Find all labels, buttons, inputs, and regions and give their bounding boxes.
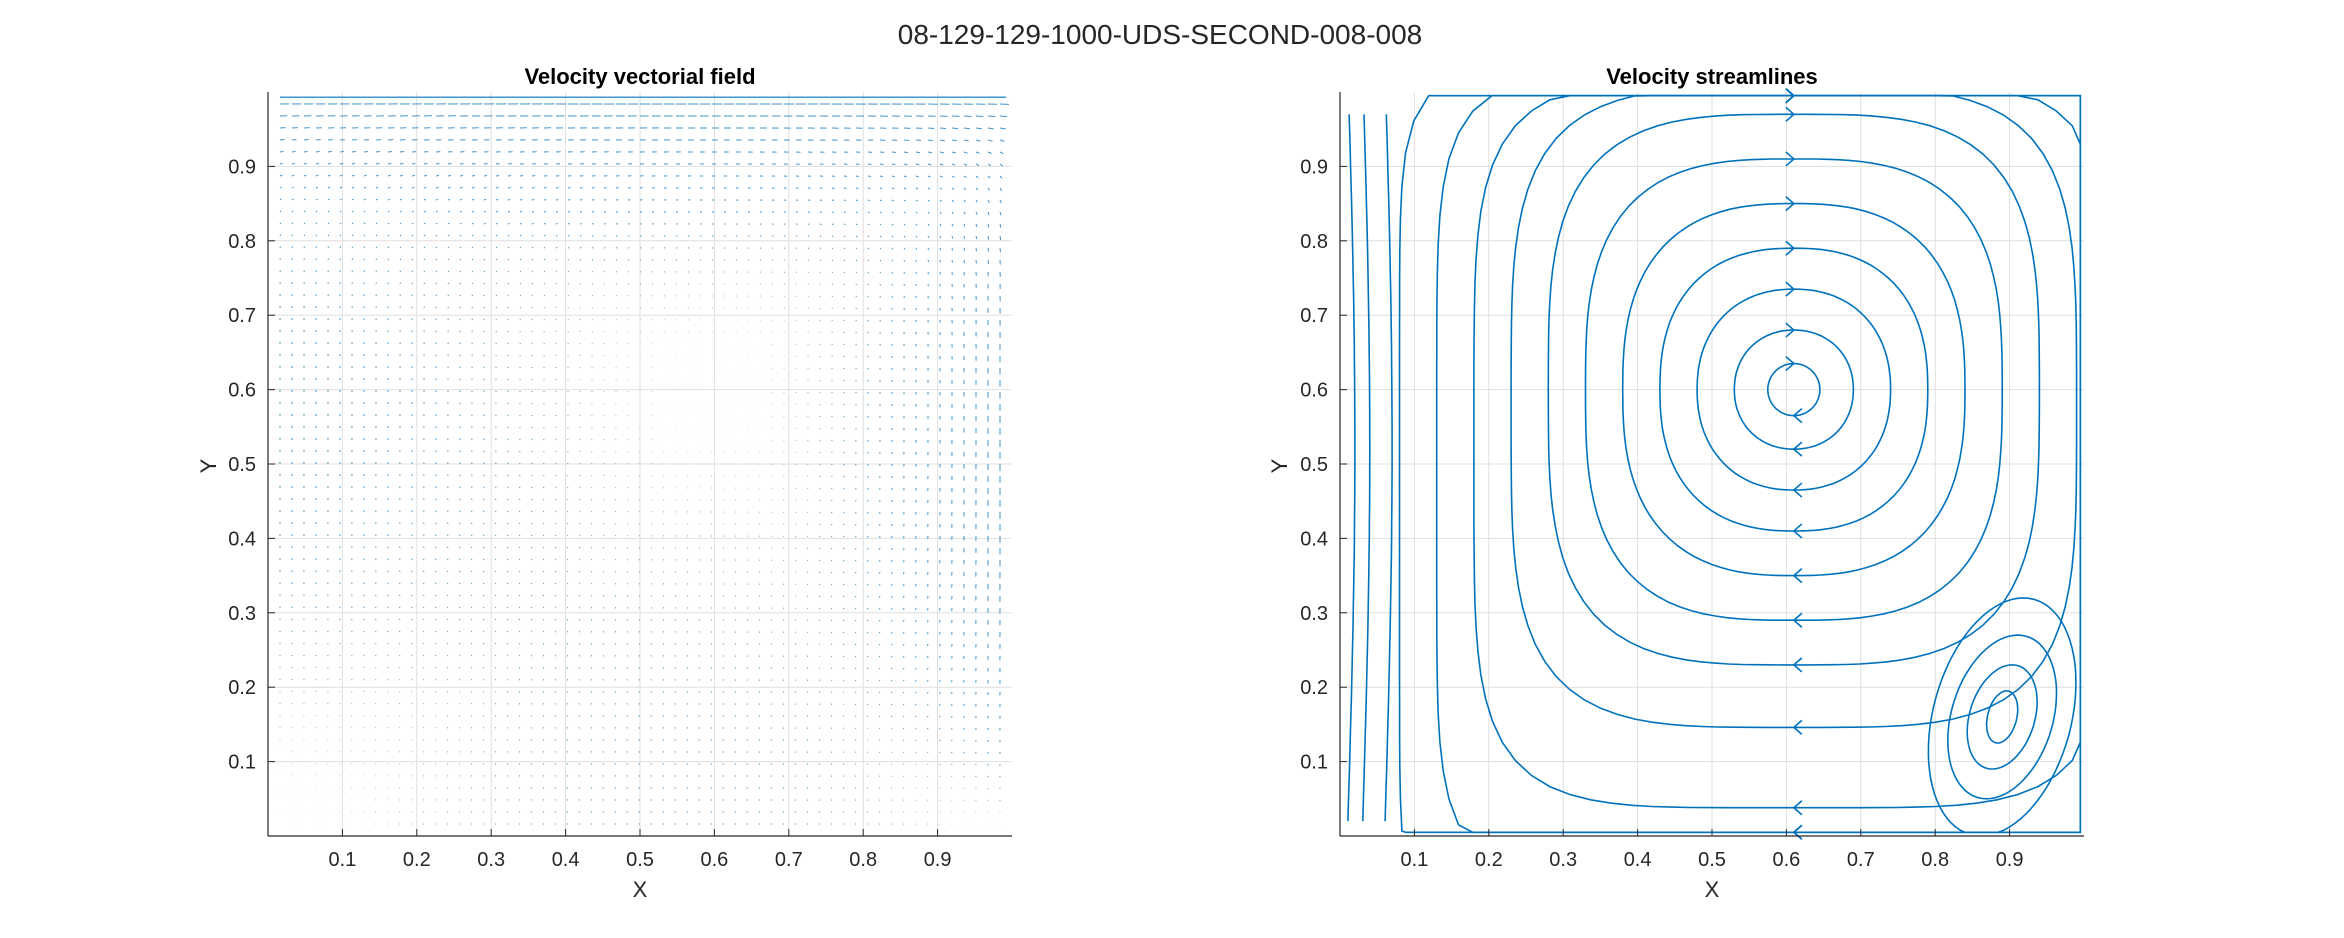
x-tick-label: 0.8 [849, 849, 877, 871]
y-tick-label: 0.5 [228, 454, 256, 476]
streamline-arrow [1785, 106, 1796, 122]
y-tick-label: 0.1 [1300, 752, 1328, 774]
y-tick-label: 0.7 [1300, 305, 1328, 327]
y-tick-label: 0.6 [1300, 380, 1328, 402]
x-tick-label: 0.7 [775, 849, 803, 871]
quiver-y-label: Y [196, 458, 221, 473]
streamline-primary [1547, 113, 2041, 666]
x-tick-label: 0.9 [1996, 849, 2024, 871]
streamline-title: Velocity streamlines [1606, 64, 1818, 89]
x-tick-label: 0.8 [1921, 849, 1949, 871]
streamline-primary [1767, 362, 1821, 417]
x-tick-label: 0.4 [1624, 849, 1652, 871]
quiver-axes: Velocity vectorial field 0.1 0.2 0.3 0.4 0.5… [196, 64, 1012, 902]
streamline-left-wall [1347, 114, 1356, 822]
streamline-primary [1696, 288, 1892, 491]
streamline-arrow [1792, 523, 1803, 539]
quiver-title: Velocity vectorial field [524, 64, 755, 89]
x-tick-label: 0.5 [1698, 849, 1726, 871]
y-tick-label: 0.3 [1300, 603, 1328, 625]
y-tick-label: 0.2 [1300, 677, 1328, 699]
quiver-y-ticks: 0.1 0.2 0.3 0.4 0.5 0.6 0.7 0.8 0.9 [228, 156, 256, 773]
x-tick-label: 0.3 [1549, 849, 1577, 871]
streamline-secondary [1946, 634, 2058, 800]
y-tick-label: 0.2 [228, 677, 256, 699]
streamline-arrow [1785, 195, 1796, 212]
streamline-primary [1398, 94, 2082, 834]
streamline-arrow [1792, 441, 1803, 457]
streamline-secondary [1985, 690, 2019, 744]
x-tick-label: 0.5 [626, 849, 654, 871]
quiver-x-ticks: 0.1 0.2 0.3 0.4 0.5 0.6 0.7 0.8 0.9 [328, 849, 951, 871]
streamline-primary [1621, 202, 1966, 577]
streamline-y-label: Y [1267, 458, 1292, 473]
streamline-arrow [1792, 612, 1803, 628]
streamline-x-ticks: 0.1 0.2 0.3 0.4 0.5 0.6 0.7 0.8 0.9 [1400, 849, 2023, 871]
streamline-arrow [1785, 240, 1796, 256]
x-tick-label: 0.6 [700, 849, 728, 871]
figure-suptitle: 08-129-129-1000-UDS-SECOND-008-008 [898, 19, 1422, 50]
streamline-y-ticks: 0.1 0.2 0.3 0.4 0.5 0.6 0.7 0.8 0.9 [1300, 156, 1328, 773]
quiver-arrows [279, 96, 1010, 825]
streamline-arrow [1785, 88, 1796, 104]
streamline-arrow [1792, 408, 1803, 424]
y-tick-label: 0.7 [228, 305, 256, 327]
x-tick-label: 0.1 [328, 849, 356, 871]
streamlines [1347, 88, 2082, 840]
y-tick-label: 0.6 [228, 380, 256, 402]
streamline-grid [1340, 92, 2084, 836]
y-tick-label: 0.1 [228, 752, 256, 774]
streamline-secondary [1927, 597, 2077, 834]
streamline-arrow [1792, 567, 1803, 584]
y-tick-label: 0.4 [228, 528, 256, 550]
streamline-arrow [1792, 719, 1803, 735]
x-tick-label: 0.6 [1772, 849, 1800, 871]
x-tick-label: 0.3 [477, 849, 505, 871]
streamline-x-label: X [1705, 877, 1720, 902]
streamline-primary [1733, 329, 1855, 450]
x-tick-label: 0.9 [924, 849, 952, 871]
streamline-arrow [1792, 824, 1803, 840]
x-tick-label: 0.2 [1475, 849, 1503, 871]
x-tick-label: 0.1 [1400, 849, 1428, 871]
y-tick-label: 0.5 [1300, 454, 1328, 476]
streamline-secondary [1966, 664, 2038, 770]
streamline-arrow [1792, 482, 1803, 498]
streamline-arrow [1792, 657, 1803, 673]
streamline-left-wall [1362, 114, 1371, 822]
streamline-arrow [1792, 800, 1803, 816]
streamline-axis-lines [1339, 92, 2084, 837]
y-tick-label: 0.9 [228, 156, 256, 178]
streamline-arrow [1785, 322, 1796, 338]
streamline-left-wall [1384, 114, 1393, 822]
y-tick-label: 0.4 [1300, 528, 1328, 550]
y-tick-label: 0.8 [1300, 231, 1328, 253]
streamline-primary [1584, 158, 2003, 621]
streamline-primary [1659, 247, 1929, 532]
y-tick-label: 0.9 [1300, 156, 1328, 178]
quiver-axis-lines [267, 92, 1012, 837]
streamline-primary [1473, 94, 2082, 809]
quiver-x-label: X [633, 877, 648, 902]
streamline-primary [1510, 94, 2078, 729]
streamline-arrow [1785, 355, 1796, 372]
streamline-arrow [1785, 281, 1796, 297]
streamline-axes: Velocity streamlines 0.1 0.2 0.3 0.4 0.5 0.6 0… [1267, 64, 2084, 902]
x-tick-label: 0.2 [403, 849, 431, 871]
y-tick-label: 0.8 [228, 231, 256, 253]
streamline-arrow [1785, 151, 1796, 167]
y-tick-label: 0.3 [228, 603, 256, 625]
x-tick-label: 0.7 [1847, 849, 1875, 871]
x-tick-label: 0.4 [552, 849, 580, 871]
